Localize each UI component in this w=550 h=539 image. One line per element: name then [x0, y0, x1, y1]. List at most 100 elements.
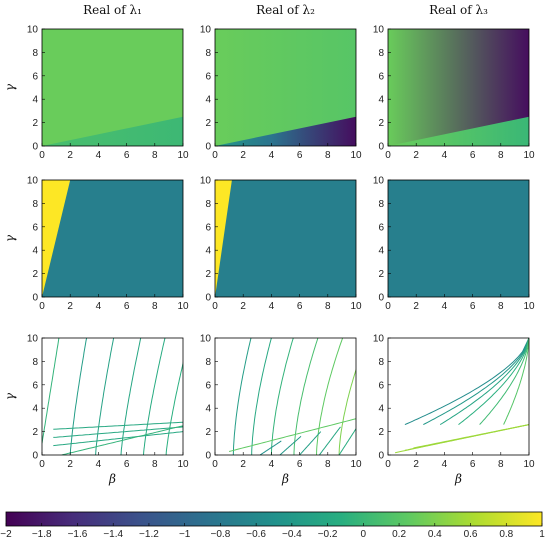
contour-line — [439, 338, 529, 426]
colorbar-tick-label: −0.8 — [211, 529, 231, 539]
colorbar-tick-label: −0.6 — [246, 529, 266, 539]
y-tick-label: 6 — [378, 222, 384, 233]
panel-r3-c1: 0 2 4 6 8 10 0 2 4 6 8 10 γ β — [3, 334, 189, 487]
x-tick-label: 0 — [385, 150, 391, 161]
x-tick-label: 0 — [39, 150, 45, 161]
x-tick-label: 8 — [498, 459, 504, 470]
y-tick-label: 8 — [378, 48, 384, 59]
x-tick-label: 2 — [67, 459, 73, 470]
contour-line — [270, 338, 294, 455]
plot-area — [215, 180, 356, 297]
contour-line — [53, 426, 183, 438]
x-axis-label: β — [281, 472, 289, 486]
y-tick-label: 4 — [32, 95, 38, 106]
y-tick-label: 10 — [27, 334, 39, 345]
x-tick-label: 10 — [350, 150, 362, 161]
y-tick-label: 2 — [205, 269, 211, 280]
contour-line — [338, 427, 356, 455]
x-tick-label: 10 — [350, 459, 362, 470]
x-tick-label: 10 — [350, 301, 362, 312]
x-tick-label: 0 — [39, 459, 45, 470]
y-tick-label: 10 — [373, 176, 385, 187]
y-tick-label: 10 — [373, 25, 385, 36]
x-tick-label: 10 — [523, 150, 535, 161]
x-axis-label: β — [454, 472, 462, 486]
y-tick-label: 4 — [205, 404, 211, 415]
colorbar-tick-label: 0.2 — [392, 529, 406, 539]
plot-area — [388, 180, 529, 297]
region-positive — [42, 180, 71, 297]
colorbar-tick-label: −1.2 — [139, 529, 159, 539]
plot-area — [42, 180, 183, 297]
contour-line — [318, 426, 341, 455]
y-tick-label: 4 — [32, 404, 38, 415]
contour-line — [232, 338, 252, 455]
x-tick-label: 0 — [385, 459, 391, 470]
panel-r1-c3: 0 2 4 6 8 10 0 2 4 6 8 10 Real of λ₃ — [373, 3, 535, 161]
colorbar-tick-label: 0.4 — [428, 529, 442, 539]
x-tick-label: 4 — [96, 301, 102, 312]
y-tick-label: 6 — [32, 380, 38, 391]
x-tick-label: 6 — [297, 301, 303, 312]
x-tick-label: 4 — [269, 459, 275, 470]
x-axis-label: β — [108, 472, 116, 486]
y-tick-label: 2 — [205, 427, 211, 438]
x-tick-label: 2 — [413, 150, 419, 161]
y-tick-label: 2 — [378, 427, 384, 438]
colorbar-tick-label: −0.2 — [318, 529, 338, 539]
x-tick-label: 10 — [177, 459, 189, 470]
panel-title: Real of λ₃ — [429, 3, 488, 17]
y-tick-label: 0 — [378, 142, 384, 153]
x-tick-label: 4 — [442, 459, 448, 470]
contour-line — [259, 440, 282, 455]
x-tick-label: 10 — [523, 301, 535, 312]
x-tick-label: 2 — [240, 459, 246, 470]
axes-frame — [387, 337, 530, 456]
x-tick-label: 6 — [470, 301, 476, 312]
y-tick-label: 2 — [32, 118, 38, 129]
axes-frame — [387, 179, 530, 298]
contour-line — [53, 431, 183, 447]
y-tick-label: 8 — [378, 357, 384, 368]
colorbar-tick-label: 0.8 — [499, 529, 513, 539]
panel-r3-c3: 0 2 4 6 8 10 0 2 4 6 8 10 β — [373, 334, 535, 487]
y-tick-label: 6 — [378, 71, 384, 82]
y-tick-label: 10 — [200, 176, 212, 187]
x-tick-label: 4 — [96, 150, 102, 161]
x-tick-label: 6 — [297, 459, 303, 470]
y-tick-label: 10 — [27, 25, 39, 36]
y-tick-label: 6 — [205, 71, 211, 82]
y-tick-label: 8 — [205, 48, 211, 59]
y-tick-label: 0 — [205, 142, 211, 153]
y-tick-label: 2 — [378, 269, 384, 280]
y-tick-label: 4 — [32, 246, 38, 257]
y-tick-label: 4 — [378, 95, 384, 106]
axes-frame — [214, 337, 357, 456]
colorbar: −2 −1.8 −1.6 −1.4 −1.2 −1 −0.8 −0.6 −0.4 −0.2 0 0.2… — [0, 511, 545, 539]
y-tick-label: 0 — [205, 293, 211, 304]
y-tick-label: 8 — [205, 357, 211, 368]
contour-line — [479, 338, 529, 425]
region-negative — [388, 180, 529, 297]
y-tick-label: 8 — [32, 357, 38, 368]
y-tick-label: 10 — [373, 334, 385, 345]
contour-line — [53, 421, 183, 430]
contour-line — [165, 361, 183, 455]
y-tick-label: 0 — [205, 451, 211, 462]
x-tick-label: 0 — [212, 150, 218, 161]
panel-r2-c1: 0 2 4 6 8 10 0 2 4 6 8 10 γ — [3, 176, 189, 313]
y-tick-label: 2 — [32, 269, 38, 280]
panel-title: Real of λ₁ — [83, 3, 142, 17]
x-tick-label: 4 — [96, 459, 102, 470]
x-tick-label: 8 — [325, 301, 331, 312]
y-tick-label: 4 — [205, 246, 211, 257]
y-tick-label: 0 — [32, 142, 38, 153]
region-negative — [215, 180, 356, 297]
plot-area — [388, 29, 529, 146]
y-tick-label: 6 — [205, 222, 211, 233]
colorbar-tick-label: −1.6 — [68, 529, 88, 539]
x-tick-label: 6 — [124, 301, 130, 312]
x-tick-label: 2 — [240, 150, 246, 161]
contour-line — [458, 338, 529, 425]
